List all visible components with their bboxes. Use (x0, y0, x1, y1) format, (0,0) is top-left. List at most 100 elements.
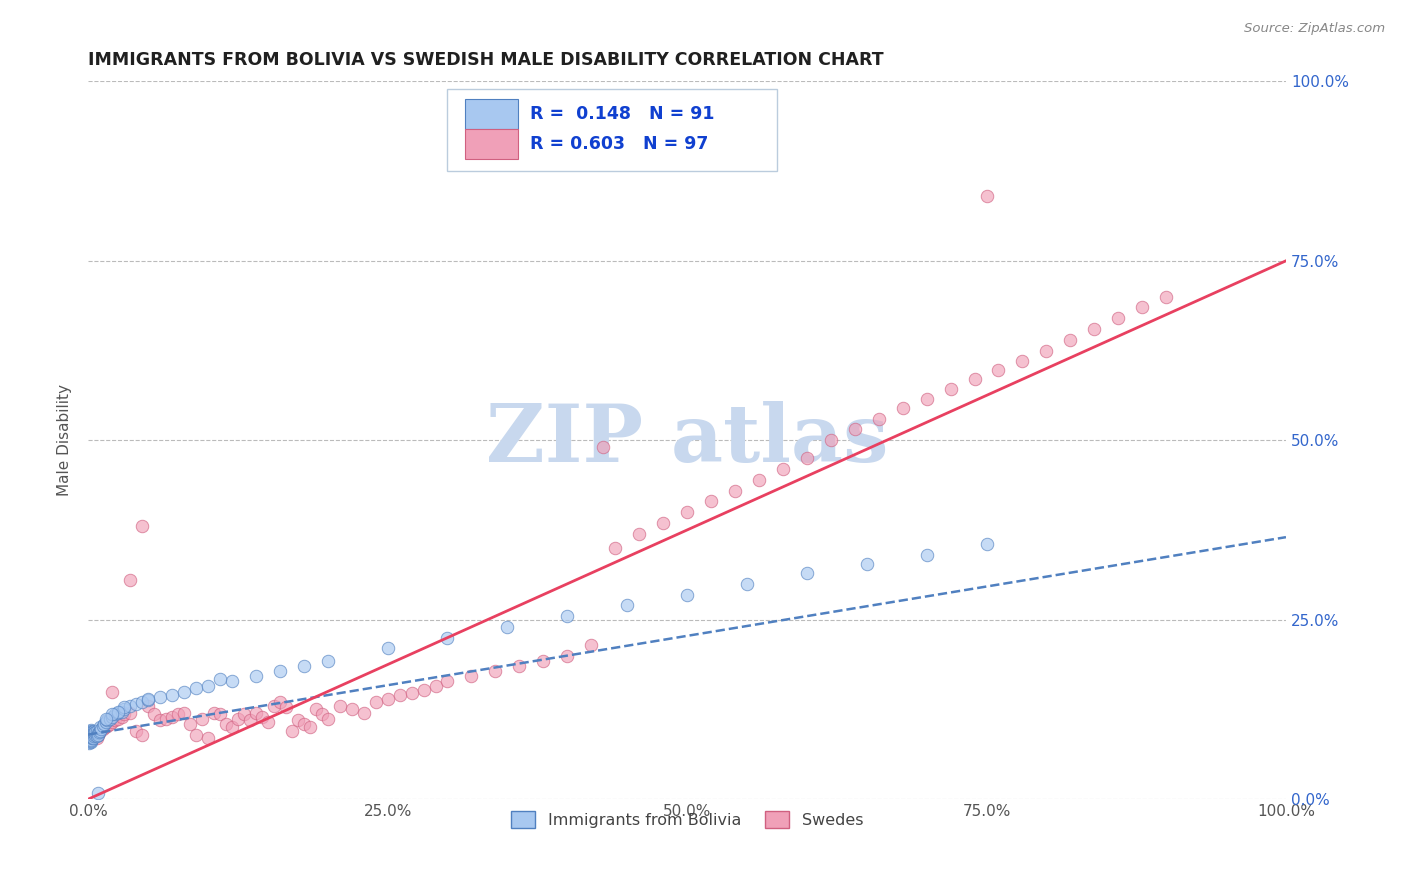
Point (425, 679, 447, 693)
Point (605, 541, 627, 555)
Point (136, 691, 159, 706)
Point (855, 557, 877, 571)
Point (1059, 333, 1081, 347)
Point (136, 693, 159, 707)
Point (377, 641, 399, 656)
Point (86, 731, 108, 746)
Point (79, 734, 101, 748)
Point (96, 713, 118, 727)
Point (87, 725, 110, 739)
Point (120, 698, 142, 713)
Point (79, 729, 101, 743)
Point (79, 728, 101, 742)
Point (79, 732, 101, 747)
Point (131, 519, 153, 533)
Point (208, 707, 231, 722)
FancyBboxPatch shape (465, 128, 519, 159)
Point (364, 695, 387, 709)
Point (86, 723, 108, 738)
Point (868, 411, 890, 425)
Point (87, 726, 110, 740)
Point (939, 382, 962, 396)
Point (84, 726, 107, 740)
Point (79, 724, 101, 739)
Point (83, 723, 105, 738)
Point (891, 401, 914, 415)
Point (80, 731, 103, 746)
Point (79, 726, 101, 740)
Point (79, 730, 101, 744)
Point (269, 665, 291, 679)
Point (616, 599, 638, 613)
Point (112, 702, 135, 716)
Point (125, 723, 148, 738)
Point (112, 707, 135, 722)
Point (628, 526, 651, 541)
Point (508, 659, 530, 673)
Point (915, 392, 938, 406)
Point (160, 688, 183, 702)
Point (80, 726, 103, 740)
Point (86, 729, 108, 743)
Point (796, 566, 818, 580)
Point (80, 729, 103, 743)
Point (796, 451, 818, 466)
Point (724, 483, 747, 498)
Point (820, 434, 842, 448)
Point (101, 714, 124, 729)
Point (274, 700, 297, 714)
Point (131, 695, 153, 709)
Point (125, 698, 148, 712)
Point (555, 648, 578, 663)
Point (107, 706, 129, 720)
Y-axis label: Male Disability: Male Disability (58, 384, 72, 496)
Point (111, 709, 134, 723)
Point (143, 707, 166, 722)
Point (82, 726, 104, 740)
Point (79, 733, 101, 747)
Point (89, 723, 111, 738)
Point (91, 719, 114, 733)
Point (915, 548, 938, 562)
Point (82, 729, 104, 743)
Point (89, 720, 111, 734)
Point (245, 706, 267, 720)
Point (250, 709, 273, 723)
Point (436, 673, 458, 688)
Point (263, 698, 285, 713)
Point (103, 707, 125, 722)
Point (79, 730, 101, 744)
Point (112, 700, 135, 714)
Point (353, 706, 375, 720)
Point (202, 706, 225, 720)
Point (555, 609, 578, 624)
Point (735, 577, 758, 591)
Point (103, 713, 125, 727)
Point (79, 731, 101, 745)
Point (79, 735, 101, 749)
FancyBboxPatch shape (465, 99, 519, 128)
Point (976, 537, 998, 551)
FancyBboxPatch shape (447, 88, 778, 171)
Point (652, 516, 675, 530)
Point (136, 698, 159, 713)
Text: IMMIGRANTS FROM BOLIVIA VS SWEDISH MALE DISABILITY CORRELATION CHART: IMMIGRANTS FROM BOLIVIA VS SWEDISH MALE … (89, 51, 884, 69)
Point (155, 712, 177, 726)
Point (131, 728, 153, 742)
Point (197, 731, 219, 746)
Point (87, 728, 110, 742)
Point (90, 722, 112, 736)
Point (173, 706, 195, 720)
Point (292, 716, 315, 731)
Point (79, 723, 101, 738)
Point (79, 728, 101, 742)
Point (80, 731, 103, 746)
Point (87, 786, 110, 800)
Point (581, 638, 603, 652)
Point (388, 688, 411, 702)
Point (107, 705, 129, 719)
Point (298, 720, 321, 734)
Point (287, 713, 309, 727)
Point (1130, 301, 1153, 315)
Point (1035, 343, 1057, 358)
